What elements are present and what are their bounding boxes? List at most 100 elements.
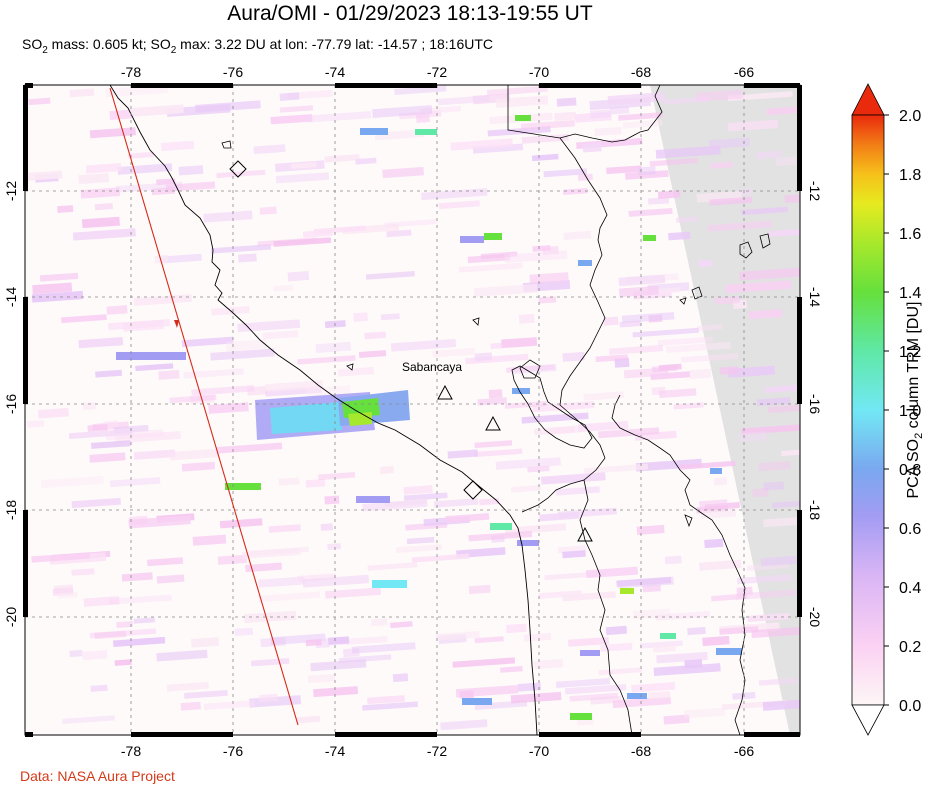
svg-text:-12: -12 <box>3 181 19 201</box>
so2-pixel <box>704 538 724 549</box>
lon-labels-top: -78 -76 -74 -72 -70 -68 -66 <box>121 64 754 80</box>
so2-pixel <box>698 559 742 571</box>
so2-pixel <box>527 465 550 473</box>
svg-text:-72: -72 <box>427 64 447 80</box>
svg-text:-12: -12 <box>807 181 823 201</box>
so2-pixel <box>68 428 133 439</box>
so2-pixel <box>290 161 317 170</box>
so2-pixel <box>180 701 201 711</box>
so2-pixel <box>452 657 516 668</box>
lake-titicaca <box>511 359 593 449</box>
colorbar-tick-label: 1.4 <box>899 285 921 302</box>
colorbar-tick-label: 2.0 <box>899 108 921 125</box>
so2-pixel <box>390 338 457 352</box>
so2-pixel <box>618 112 663 121</box>
so2-pixel <box>324 154 360 163</box>
so2-pixel <box>474 352 493 362</box>
so2-pixel <box>181 336 234 348</box>
so2-pixel <box>39 272 79 282</box>
so2-pixel <box>680 353 739 363</box>
so2-pixel <box>433 498 479 508</box>
volcano-icon <box>485 415 501 431</box>
so2-pixel <box>158 369 180 380</box>
so2-pixel <box>83 596 120 607</box>
so2-pixel <box>390 621 413 629</box>
so2-pixel <box>275 172 330 184</box>
lat-labels-right: -12 -14 -16 -18 -20 <box>807 181 823 627</box>
so2-pixel <box>518 313 535 324</box>
svg-text:-20: -20 <box>807 607 823 627</box>
so2-pixel <box>362 499 428 512</box>
so2-pixel <box>625 170 669 180</box>
so2-pixel <box>609 344 664 355</box>
svg-text:-16: -16 <box>807 394 823 414</box>
so2-pixel <box>396 544 442 553</box>
so2-pixel <box>741 206 789 216</box>
so2-pixel <box>631 682 676 693</box>
so2-pixel <box>80 187 121 199</box>
so2-pixel <box>71 568 95 576</box>
so2-pixel <box>583 463 649 474</box>
so2-pixel <box>710 161 734 169</box>
so2-pixel <box>513 363 557 375</box>
so2-pixel <box>109 477 161 488</box>
so2-pixel <box>386 229 412 238</box>
so2-pixel <box>258 693 278 703</box>
so2-pixel <box>26 170 63 181</box>
so2-pixel <box>709 196 753 206</box>
so2-pixel <box>440 719 488 731</box>
so2-pixel <box>520 119 575 131</box>
so2-pixel <box>583 391 624 401</box>
svg-text:-18: -18 <box>3 500 19 520</box>
svg-text:-72: -72 <box>427 743 447 759</box>
so2-pixel <box>657 190 681 199</box>
so2-pixel <box>87 424 108 432</box>
so2-pixel <box>69 88 95 98</box>
so2-pixel <box>403 485 433 495</box>
colorbar-tick-label: 1.0 <box>899 403 921 420</box>
so2-pixel <box>650 371 691 380</box>
so2-pixel <box>278 477 300 486</box>
so2-pixel <box>379 465 394 475</box>
so2-pixel <box>510 485 541 493</box>
so2-pixel <box>755 150 783 160</box>
small-lakes <box>221 140 771 528</box>
so2-pixel <box>297 355 356 365</box>
so2-pixel <box>657 336 713 346</box>
so2-pixel <box>279 92 300 101</box>
so2-pixel <box>495 457 561 470</box>
so2-pixel <box>673 402 704 410</box>
so2-pixel <box>628 207 673 217</box>
so2-pixel <box>71 497 121 509</box>
so2-pixel <box>568 636 609 647</box>
so2-pixel <box>129 104 184 117</box>
so2-pixel <box>127 151 154 159</box>
svg-text:-16: -16 <box>3 394 19 414</box>
so2-pixel <box>105 429 164 441</box>
so2-pixel <box>707 220 773 232</box>
so2-pixel <box>697 259 713 268</box>
so2-pixel <box>384 219 437 228</box>
so2-pixel <box>85 163 122 174</box>
so2-pixel <box>438 200 480 210</box>
so2-pixel <box>543 168 588 178</box>
so2-pixel <box>562 591 616 602</box>
so2-pixel <box>562 550 586 559</box>
so2-pixel <box>238 253 257 263</box>
so2-pixel <box>415 113 430 123</box>
so2-pixel <box>500 666 523 673</box>
so2-pixel <box>320 523 334 531</box>
so2-pixel <box>392 673 409 683</box>
so2-pixel <box>603 316 619 326</box>
so2-pixel <box>517 682 542 692</box>
so2-pixel <box>78 173 110 185</box>
national-borders <box>507 85 746 735</box>
so2-pixel <box>700 508 736 519</box>
so2-pixel <box>287 271 310 282</box>
colorbar-min-arrow <box>851 704 885 736</box>
orbit-track <box>109 87 299 726</box>
so2-pixel <box>166 681 209 692</box>
so2-pixel <box>217 554 248 565</box>
svg-text:-66: -66 <box>734 64 754 80</box>
